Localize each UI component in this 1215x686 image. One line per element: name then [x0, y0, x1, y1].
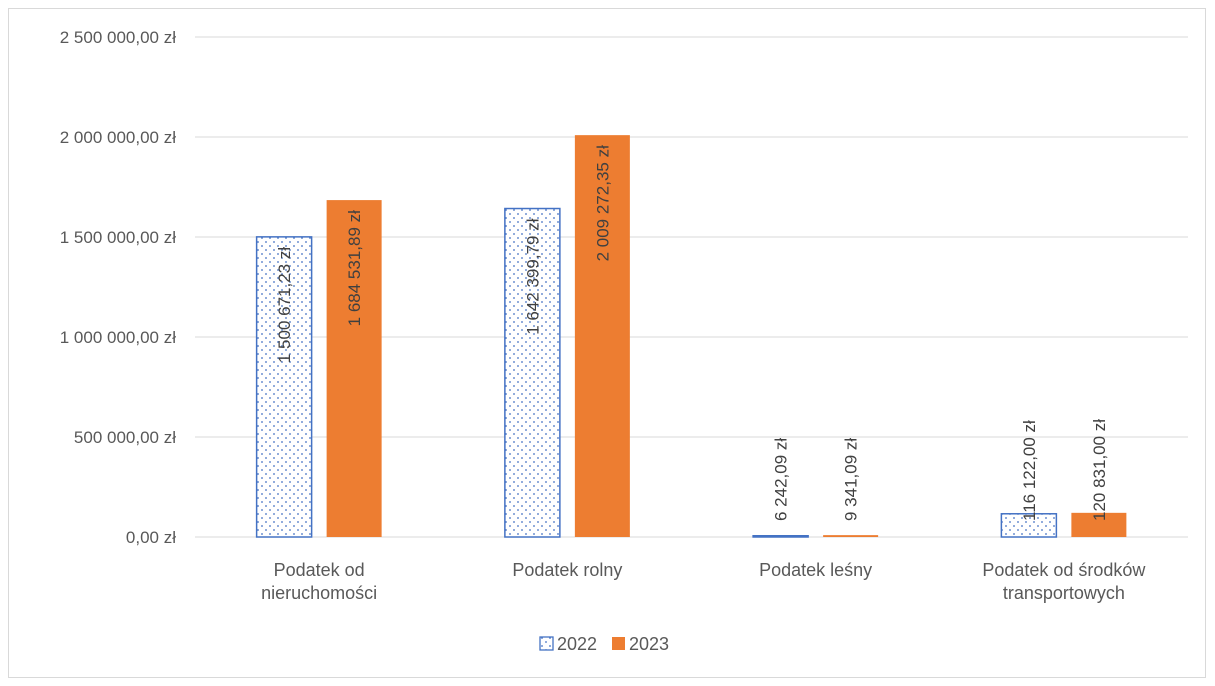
y-tick-label: 1 000 000,00 zł	[60, 328, 176, 347]
data-label: 2 009 272,35 zł	[593, 145, 612, 261]
data-label: 1 684 531,89 zł	[345, 210, 364, 326]
y-tick-label: 1 500 000,00 zł	[60, 228, 176, 247]
data-label: 1 642 399,79 zł	[523, 218, 542, 334]
legend-swatch	[612, 637, 625, 650]
x-category-label: Podatek rolny	[512, 560, 622, 580]
data-label: 116 122,00 zł	[1020, 420, 1039, 521]
data-label: 120 831,00 zł	[1090, 419, 1109, 521]
y-tick-label: 2 000 000,00 zł	[60, 128, 176, 147]
data-label: 1 500 671,23 zł	[275, 247, 294, 363]
x-category-label: Podatek od nieruchomości	[261, 560, 377, 603]
y-tick-label: 0,00 zł	[126, 528, 176, 547]
bar-2022	[752, 535, 809, 538]
bar-2022	[1000, 513, 1058, 538]
data-label: 9 341,09 zł	[842, 438, 861, 521]
data-labels: 1 500 671,23 zł 1 684 531,89 zł 1 642 399,…	[275, 145, 1109, 521]
bars	[255, 135, 1127, 538]
bar-2023	[326, 200, 382, 537]
bar-2022	[255, 236, 313, 538]
y-tick-label: 500 000,00 zł	[74, 428, 176, 447]
legend-swatch	[539, 636, 554, 651]
x-category-label: Podatek leśny	[759, 560, 872, 580]
x-category-label: Podatek od środków transportowych	[982, 560, 1146, 603]
bar-2022	[504, 207, 561, 538]
legend-label: 2023	[629, 634, 669, 654]
y-axis: 0,00 zł 500 000,00 zł 1 000 000,00 zł 1 500…	[60, 28, 176, 547]
x-axis: Podatek od nieruchomości Podatek rolny Poda…	[261, 560, 1146, 603]
legend-label: 2022	[557, 634, 597, 654]
bar-2023	[574, 135, 630, 538]
legend: 2022 2023	[539, 634, 669, 654]
y-tick-label: 2 500 000,00 zł	[60, 28, 176, 47]
data-label: 6 242,09 zł	[772, 438, 791, 521]
bar-2023	[1071, 512, 1127, 537]
bar-2023	[823, 535, 879, 537]
